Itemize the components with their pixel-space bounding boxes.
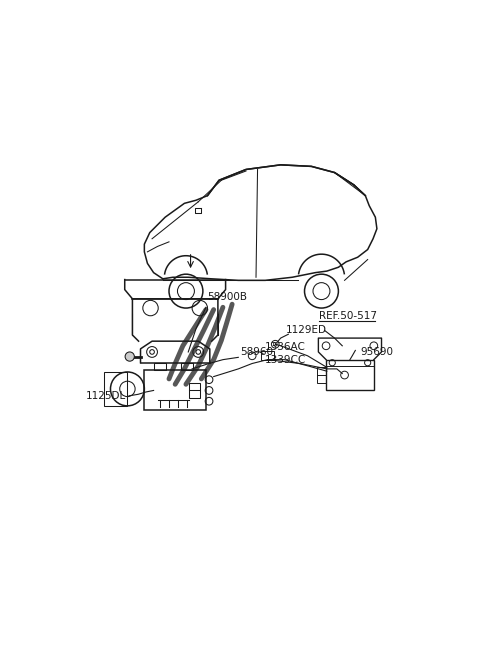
Bar [180,363,193,371]
Bar [262,351,274,360]
Bar [317,367,326,383]
Text: REF.50-517: REF.50-517 [319,311,377,321]
Bar [144,371,206,411]
Text: 1129ED: 1129ED [286,326,327,335]
Text: 95690: 95690 [360,347,393,357]
Text: 58900B: 58900B [207,292,248,302]
Bar [104,372,127,406]
Text: 58960: 58960 [240,347,273,358]
Text: 1336AC
1339CC: 1336AC 1339CC [265,343,307,365]
Bar [326,360,374,390]
Bar [189,383,200,398]
Bar [154,363,166,371]
Text: 1125DL: 1125DL [85,391,126,401]
Circle shape [125,352,134,361]
